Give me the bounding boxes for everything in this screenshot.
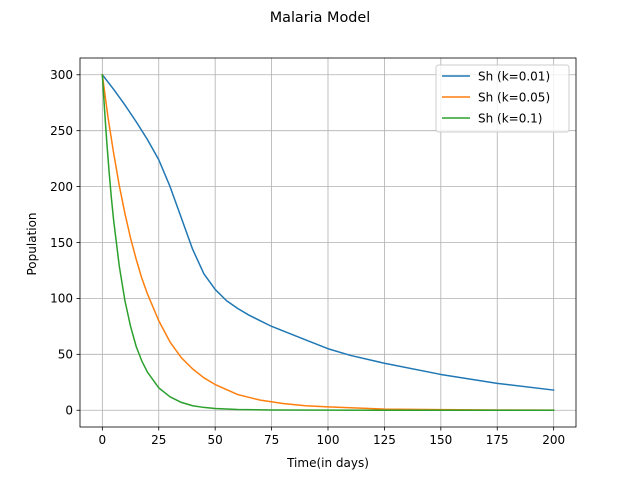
legend-label-1: Sh (k=0.01) [478, 69, 550, 83]
legend-box [435, 64, 570, 133]
series-line-1 [101, 73, 555, 391]
series-line-3 [101, 73, 555, 411]
series-line-2 [101, 73, 555, 411]
y-tick-label: 100 [50, 292, 73, 306]
x-tick-label: 125 [373, 433, 396, 447]
y-tick-label: 50 [58, 348, 73, 362]
x-tick-label: 50 [208, 433, 223, 447]
y-tick-label: 150 [50, 236, 73, 250]
x-tick-label: 150 [429, 433, 452, 447]
legend: Sh (k=0.01) Sh (k=0.05) Sh (k=0.1) [435, 64, 570, 133]
x-tick-label: 0 [99, 433, 107, 447]
y-tick-label: 200 [50, 180, 73, 194]
y-tick-label: 300 [50, 68, 73, 82]
y-tick-label: 250 [50, 124, 73, 138]
x-axis-label: Time(in days) [286, 456, 369, 470]
x-tick-label: 200 [542, 433, 565, 447]
chart-title: Malaria Model [270, 10, 371, 26]
y-axis-label: Population [25, 212, 39, 275]
y-tick-label: 0 [65, 404, 73, 418]
x-tick-label: 75 [264, 433, 279, 447]
series-layer [101, 73, 555, 411]
legend-label-3: Sh (k=0.1) [478, 111, 543, 125]
x-tick-label: 25 [151, 433, 166, 447]
legend-label-2: Sh (k=0.05) [478, 90, 550, 104]
x-tick-label: 175 [486, 433, 509, 447]
axis-layer: 0 25 50 75 100 125 150 175 200 0 50 100 150 200 250 300 [50, 57, 577, 447]
x-tick-label: 100 [317, 433, 340, 447]
